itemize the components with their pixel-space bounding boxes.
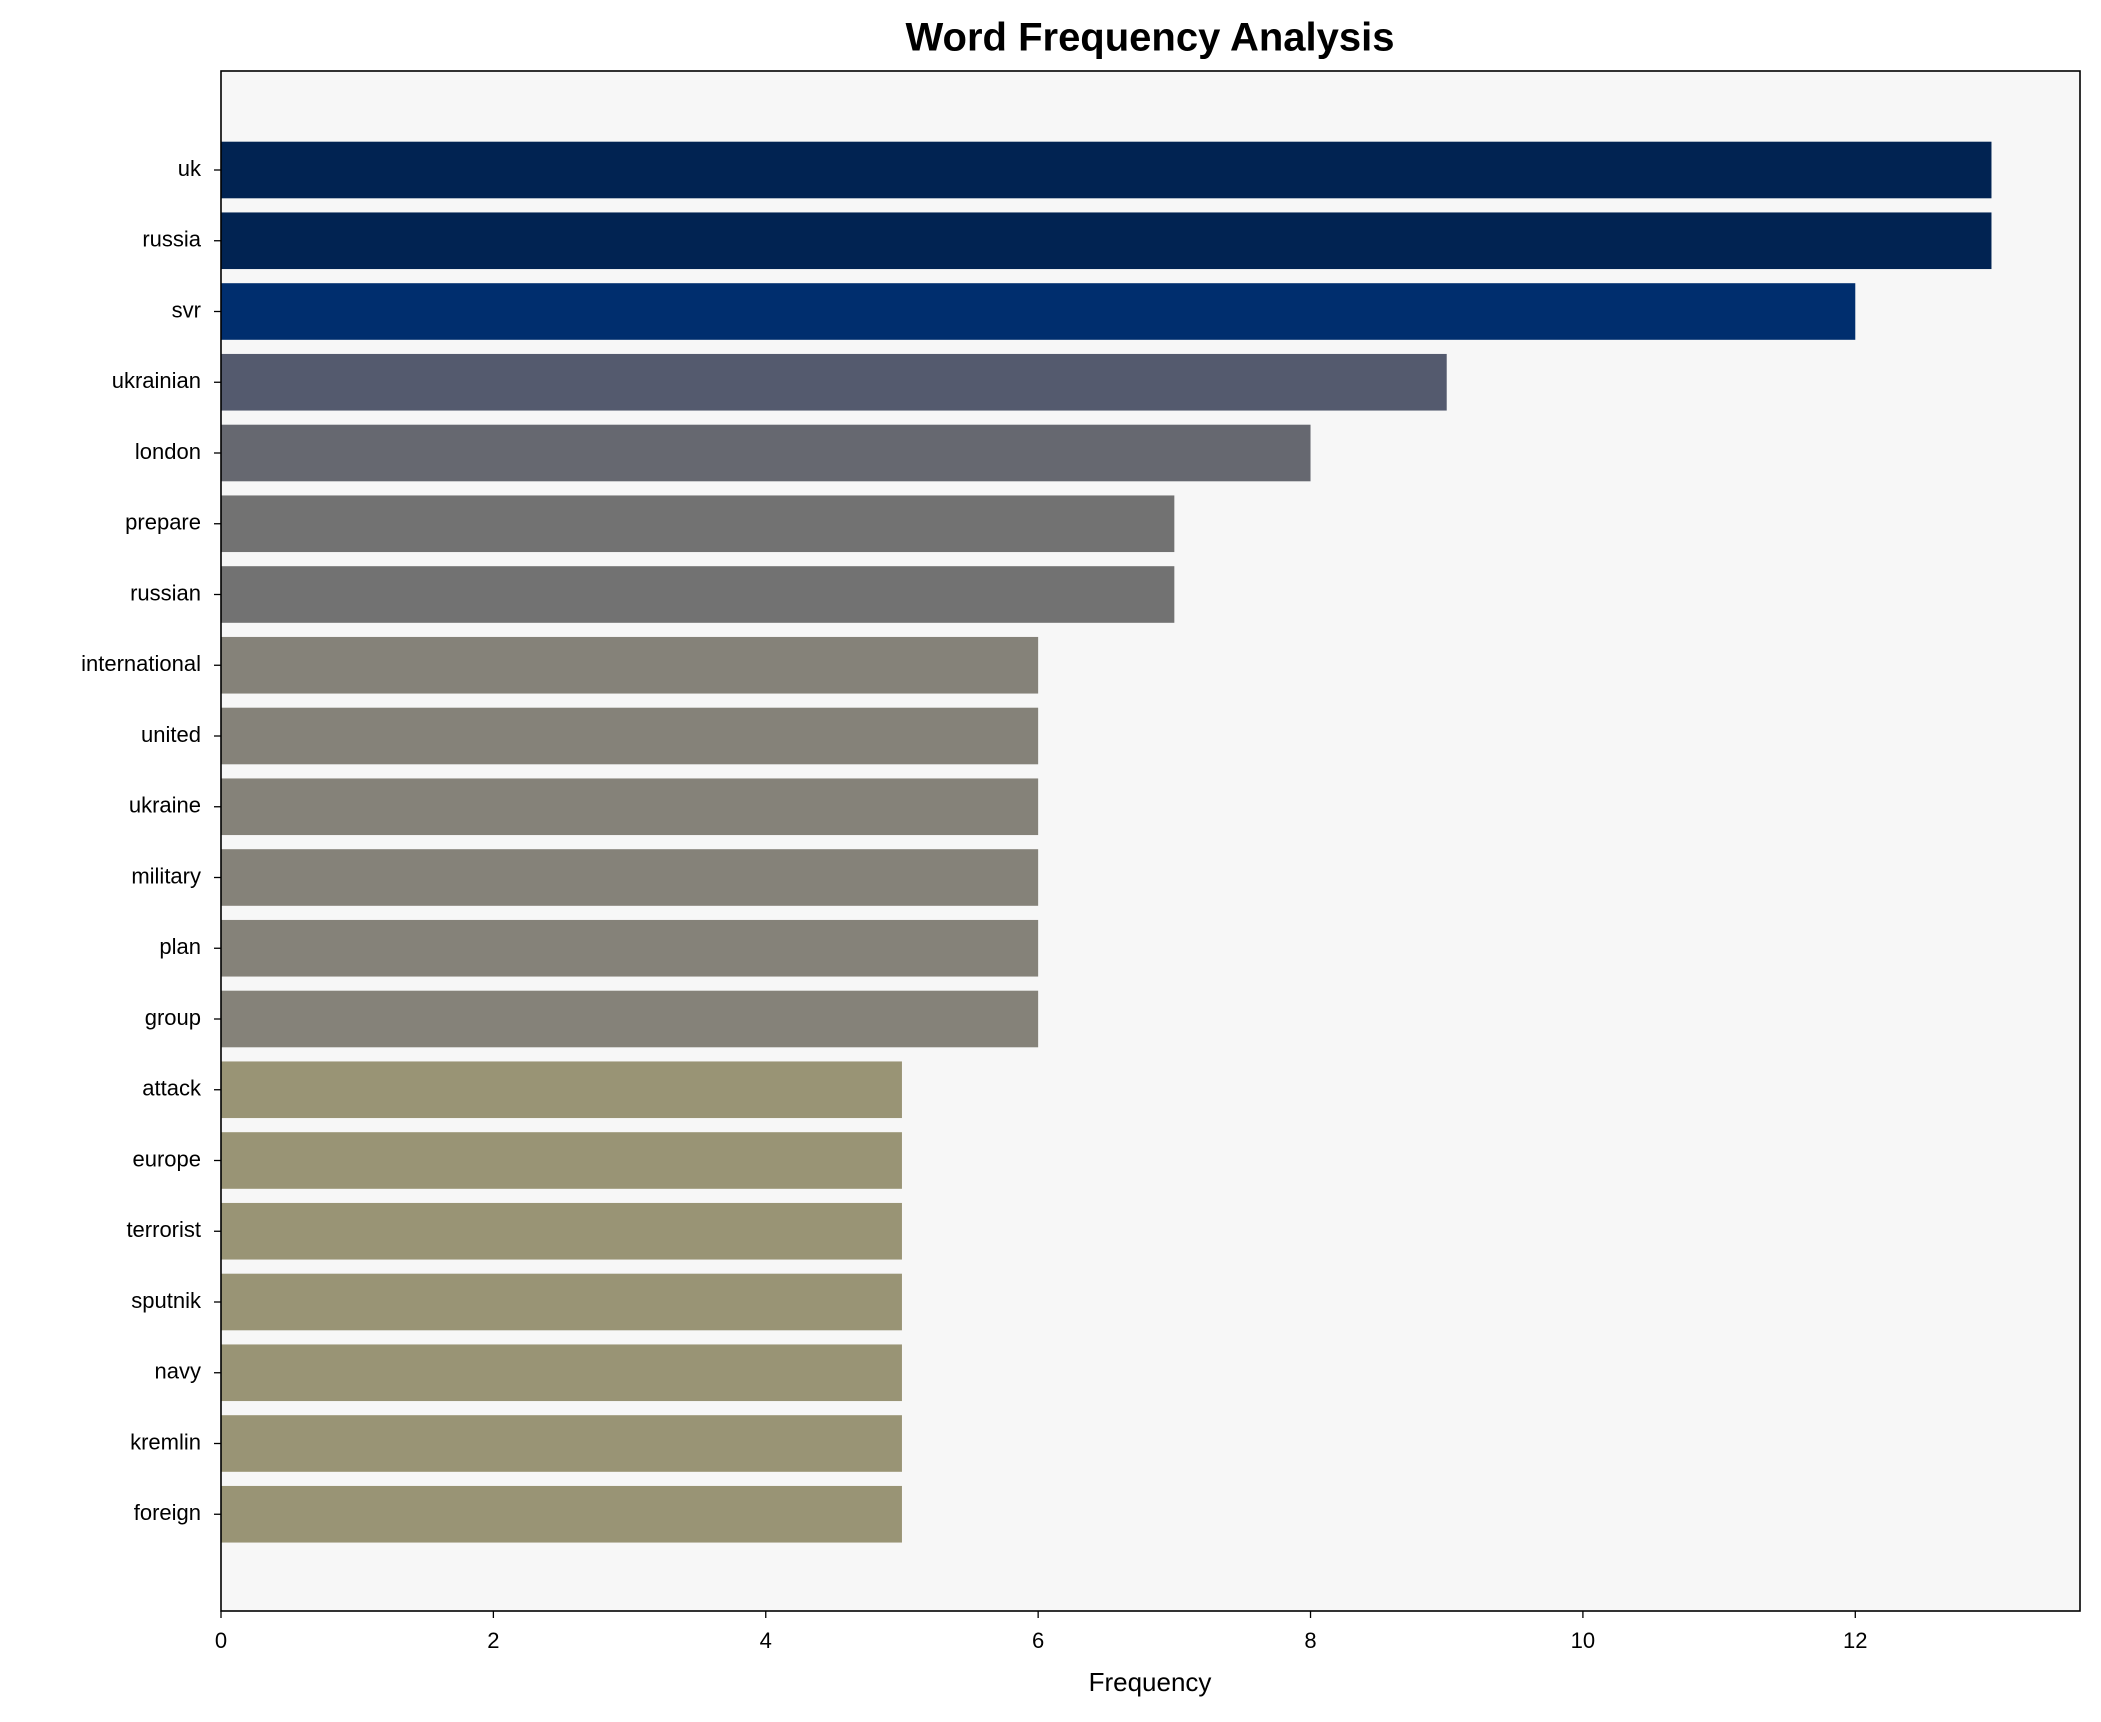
- y-tick-label: group: [145, 1005, 201, 1030]
- y-tick-label: foreign: [134, 1500, 201, 1525]
- bar: [221, 636, 1039, 694]
- y-tick-label: navy: [155, 1359, 201, 1384]
- y-tick-label: military: [131, 863, 201, 888]
- bar: [221, 1202, 902, 1260]
- x-tick-label: 8: [1304, 1628, 1316, 1653]
- bar: [221, 141, 1992, 199]
- y-tick-label: sputnik: [131, 1288, 202, 1313]
- y-tick-label: ukrainian: [112, 368, 201, 393]
- bar: [221, 919, 1039, 977]
- x-tick-label: 12: [1843, 1628, 1867, 1653]
- bar: [221, 283, 1856, 340]
- chart-title: Word Frequency Analysis: [905, 16, 1394, 60]
- x-tick-label: 10: [1571, 1628, 1595, 1653]
- y-tick-label: uk: [178, 156, 202, 181]
- y-tick-label: russia: [142, 227, 201, 252]
- bar: [221, 1273, 902, 1331]
- bar: [221, 1415, 902, 1472]
- bar: [221, 566, 1175, 623]
- bar: [221, 849, 1039, 906]
- y-tick-label: ukraine: [129, 793, 201, 818]
- x-tick-label: 0: [215, 1628, 227, 1653]
- bar: [221, 1344, 902, 1402]
- bar: [221, 778, 1039, 836]
- x-tick-label: 6: [1032, 1628, 1044, 1653]
- x-tick-label: 4: [760, 1628, 772, 1653]
- y-tick-label: london: [135, 439, 201, 464]
- bar: [221, 1132, 902, 1189]
- y-tick-label: prepare: [125, 510, 201, 535]
- y-tick-label: russian: [130, 580, 201, 605]
- y-tick-label: svr: [172, 297, 201, 322]
- bar: [221, 353, 1447, 411]
- bar: [221, 990, 1039, 1048]
- bar: [221, 1485, 902, 1543]
- bar: [221, 212, 1992, 270]
- bar: [221, 707, 1039, 765]
- y-tick-label: united: [141, 722, 201, 747]
- y-tick-label: international: [81, 651, 201, 676]
- y-tick-label: terrorist: [126, 1217, 201, 1242]
- x-tick-label: 2: [487, 1628, 499, 1653]
- bar: [221, 1061, 902, 1119]
- y-tick-label: europe: [132, 1146, 201, 1171]
- y-tick-label: kremlin: [130, 1429, 201, 1454]
- bar: [221, 495, 1175, 553]
- y-tick-label: plan: [159, 934, 201, 959]
- axes-frame: [220, 70, 2081, 1612]
- bar: [221, 424, 1311, 482]
- y-tick-label: attack: [142, 1076, 202, 1101]
- x-axis-label: Frequency: [1089, 1667, 1212, 1697]
